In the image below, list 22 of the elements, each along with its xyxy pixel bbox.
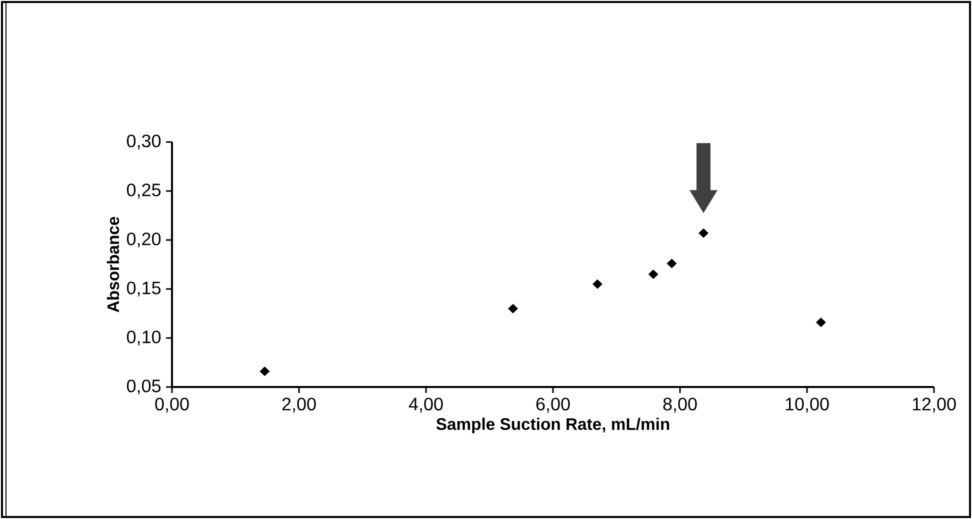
y-tick-label: 0,25 bbox=[126, 184, 161, 198]
point bbox=[508, 304, 518, 314]
y-tick-label: 0,05 bbox=[126, 380, 161, 394]
point bbox=[816, 318, 826, 327]
point bbox=[648, 270, 658, 279]
x-tick-label: 2,00 bbox=[282, 398, 316, 413]
x-tick-label: 6,00 bbox=[536, 398, 570, 413]
x-axis-title: Sample Suction Rate, mL/min bbox=[436, 418, 670, 434]
point bbox=[592, 279, 602, 289]
point bbox=[260, 366, 270, 376]
x-tick-label: 4,00 bbox=[408, 398, 443, 413]
y-tick-label: 0,30 bbox=[126, 134, 161, 150]
x-tick-label: 8,00 bbox=[663, 398, 697, 413]
y-tick-label: 0,10 bbox=[126, 330, 161, 346]
y-tick-label: 0,15 bbox=[126, 282, 161, 296]
y-tick-label: 0,20 bbox=[126, 232, 161, 248]
x-tick-label: 0,00 bbox=[155, 398, 189, 413]
point bbox=[666, 258, 677, 268]
x-tick-label: 10,00 bbox=[786, 398, 829, 413]
x-tick-label: 12,00 bbox=[912, 398, 956, 413]
point bbox=[698, 228, 708, 238]
y-axis-title: Absorbance bbox=[106, 216, 120, 312]
